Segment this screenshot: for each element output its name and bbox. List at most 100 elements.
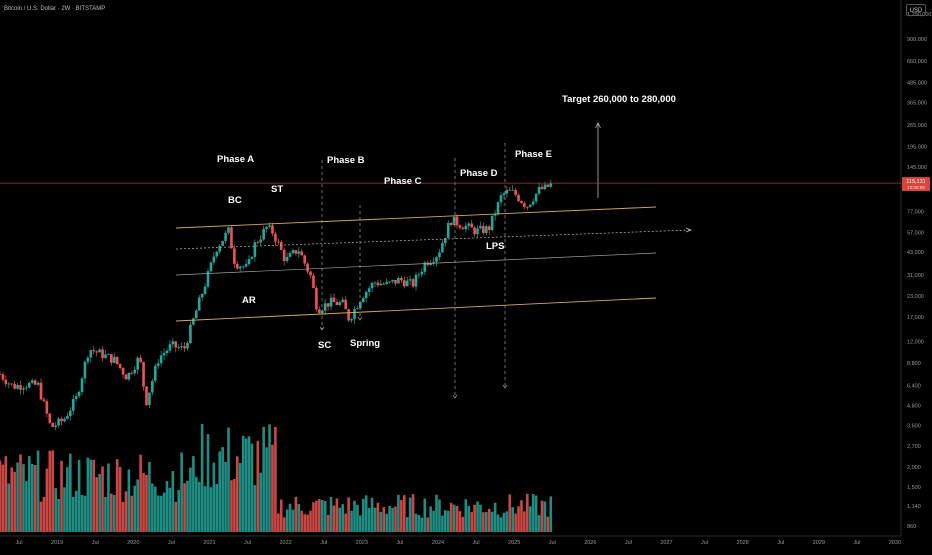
candle-body	[33, 380, 37, 385]
volume-bar	[136, 479, 139, 532]
volume-bar	[33, 464, 37, 532]
candle-body	[318, 309, 321, 314]
candle-body	[502, 193, 506, 196]
candle-body	[438, 252, 441, 258]
volume-bar	[235, 456, 239, 532]
candle-body	[455, 216, 459, 226]
volume-bar	[373, 507, 377, 532]
volume-bar	[265, 447, 268, 532]
candle-body	[215, 251, 219, 257]
volume-bar	[206, 434, 210, 532]
volume-bar	[458, 511, 462, 532]
volume-bar	[36, 450, 40, 532]
volume-bar	[30, 463, 34, 532]
currency-button[interactable]: USD	[906, 4, 926, 16]
y-tick-label: 265,000	[907, 123, 927, 129]
volume-bar	[300, 510, 304, 532]
target-arrowhead	[595, 122, 601, 129]
volume-bar	[27, 456, 31, 532]
x-tick-label: 2023	[356, 540, 368, 546]
candle-body	[364, 291, 368, 299]
x-tick-label: Jul	[549, 540, 556, 546]
volume-bar	[329, 497, 333, 532]
volume-bar	[224, 461, 227, 532]
volume-bar	[312, 502, 315, 532]
candle-body	[159, 355, 163, 364]
annotations: Phase A Phase B Phase C Phase D Phase E BC ST A…	[217, 94, 676, 351]
candle-body	[464, 225, 468, 230]
volume-bar	[92, 459, 96, 532]
candle-body	[470, 223, 473, 228]
candle-body	[344, 299, 347, 310]
candle-body	[25, 387, 28, 389]
candle-body	[104, 354, 107, 359]
y-tick-label: 2,000	[907, 465, 921, 471]
y-tick-label: 17,000	[907, 315, 924, 321]
volume-bar	[174, 501, 178, 532]
volume-bar	[63, 487, 66, 532]
volume-bar	[16, 462, 19, 532]
volume-bar	[350, 510, 353, 532]
y-tick-label: 3,600	[907, 424, 921, 430]
volume-bar	[71, 496, 75, 532]
volume-bar	[338, 507, 342, 532]
candle-body	[312, 275, 315, 288]
volume-bar	[13, 471, 16, 532]
volume-bar	[511, 507, 514, 532]
volume-bar	[306, 514, 309, 532]
candle-body	[74, 396, 78, 400]
x-axis: Jul 2019 Jul 2020 Jul 2021 Jul 2022 Jul 2023 Jul 20…	[16, 540, 902, 546]
candle-body	[133, 369, 137, 374]
volume-bar	[54, 488, 57, 532]
volume-bar	[405, 517, 409, 532]
candle-body	[391, 280, 394, 282]
candle-body	[238, 266, 242, 269]
candle-body	[139, 357, 142, 362]
candle-body	[452, 216, 456, 226]
x-tick-label: Jul	[168, 540, 175, 546]
candle-body	[235, 263, 239, 269]
volume-bar	[156, 495, 160, 532]
x-tick-label: Jul	[244, 540, 251, 546]
candle-body	[197, 297, 201, 311]
volume-bar	[98, 473, 101, 532]
candle-body	[356, 308, 359, 309]
candle-body	[373, 282, 377, 284]
candle-body	[277, 241, 280, 243]
volume-bar	[259, 472, 263, 532]
candle-body	[508, 189, 512, 191]
candle-body	[479, 225, 482, 229]
volume-bar	[341, 504, 345, 532]
volume-bar	[543, 501, 547, 532]
volume-bar	[438, 499, 441, 532]
volume-bar	[121, 501, 125, 532]
volume-bar	[364, 495, 368, 532]
volume-bar	[528, 506, 532, 532]
candle-body	[528, 204, 532, 207]
volume-bar	[209, 487, 213, 532]
x-tick-label: 2030	[889, 540, 901, 546]
candle-body	[63, 418, 66, 422]
volume-bar	[127, 469, 131, 532]
volume-bar	[499, 517, 503, 532]
phase-divider-arrow	[357, 316, 363, 321]
phase-divider-arrow	[319, 326, 325, 331]
candle-body	[297, 251, 301, 254]
volume-bar	[227, 427, 230, 532]
candle-body	[244, 264, 248, 267]
symbol-title: Bitcoin / U.S. Dollar · 2W · BITSTAMP	[4, 6, 106, 12]
candle-body	[517, 194, 520, 202]
volume-bar	[288, 503, 292, 532]
volume-bar	[142, 472, 145, 532]
volume-bar	[39, 501, 43, 532]
candle-body	[101, 349, 104, 359]
x-tick-label: 2028	[737, 540, 749, 546]
y-tick-label: 660,000	[907, 59, 927, 65]
volume-bar	[356, 504, 359, 532]
volume-bar	[376, 502, 380, 532]
volume-bar	[86, 457, 90, 532]
volume-bar	[4, 456, 8, 532]
candle-body	[402, 280, 406, 287]
